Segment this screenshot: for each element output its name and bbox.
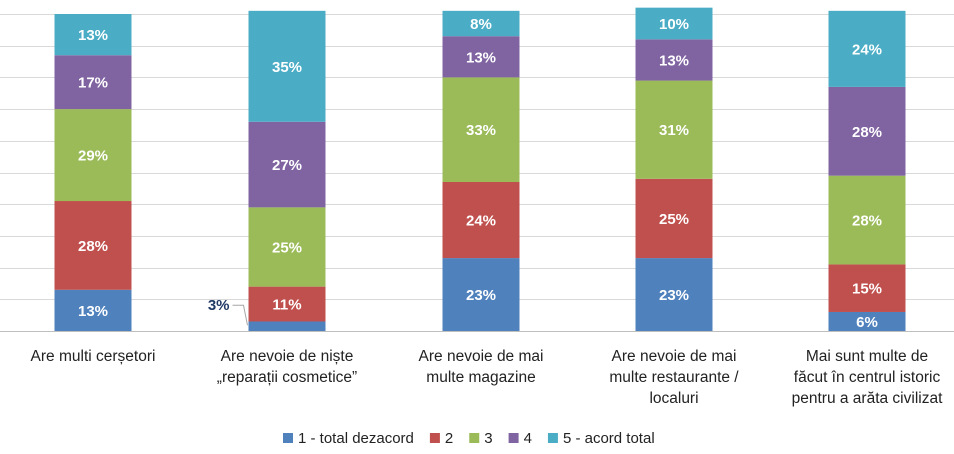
bar-segment (54, 201, 132, 290)
category-label-line: multe restaurante / (609, 369, 739, 386)
bars (54, 7, 906, 331)
bar-segment (635, 178, 713, 259)
legend: 1 - total dezacord 2 3 4 5 - acord total (283, 430, 655, 447)
category-label-line: multe magazine (426, 369, 535, 386)
legend-swatch (469, 433, 480, 443)
data-label: 25% (659, 211, 689, 228)
bar-segment (828, 86, 906, 176)
data-label: 6% (856, 314, 878, 331)
category-label-line: pentru a arăta civilizat (792, 390, 943, 407)
category-label: Are nevoie de niște „reparații cosmetice” (217, 348, 357, 386)
data-label: 31% (659, 122, 689, 139)
bar-segment (248, 207, 326, 287)
bar-segment (248, 121, 326, 208)
bar-segment (442, 10, 520, 37)
callouts: 3% (208, 297, 248, 326)
bar-segment (54, 14, 132, 56)
data-label: 28% (852, 213, 882, 230)
bar-segment (248, 286, 326, 322)
category-label-line: Are nevoie de mai (419, 348, 544, 365)
data-label: 15% (852, 281, 882, 298)
legend-item: 3 (469, 430, 493, 447)
data-label: 11% (272, 297, 301, 314)
callout-leader-line (232, 304, 248, 326)
legend-swatch (429, 433, 440, 443)
data-label: 24% (852, 41, 882, 58)
bar-segment (248, 321, 326, 331)
segment-labels: 13% 28% 29% 17% 13% 11% 25% 27% 35% 23% 24% 33% 13% 8… (78, 16, 882, 331)
category-label-line: localuri (649, 390, 698, 407)
bar-segment (828, 311, 906, 331)
data-label: 24% (466, 213, 496, 230)
legend-item: 2 (429, 430, 453, 447)
bar-segment (442, 182, 520, 259)
bar-segment (442, 36, 520, 78)
data-label: 23% (466, 287, 496, 304)
data-label: 8% (470, 16, 492, 33)
category-label-line: Mai sunt multe de (806, 348, 928, 365)
bar-segment (635, 39, 713, 81)
bar-segment (54, 289, 132, 331)
data-label: 13% (78, 27, 108, 44)
data-label: 25% (272, 239, 302, 256)
bar-segment (828, 264, 906, 312)
legend-item: 5 - acord total (547, 430, 655, 447)
data-label: 29% (78, 148, 108, 165)
category-label-line: „reparații cosmetice” (217, 369, 357, 386)
data-label: 28% (78, 238, 108, 255)
category-labels: Are multi cerșetori Are nevoie de niște „r… (31, 348, 944, 407)
legend-label: 1 - total dezacord (298, 430, 414, 447)
data-label: 23% (659, 287, 689, 304)
data-label: 13% (659, 52, 689, 69)
data-label: 28% (852, 124, 882, 141)
category-label-line: Are nevoie de mai (612, 348, 737, 365)
bar-segment (54, 109, 132, 202)
bar-segment (442, 77, 520, 183)
legend-item: 1 - total dezacord (283, 430, 414, 447)
bar-segment (54, 55, 132, 110)
data-label: 13% (78, 303, 108, 320)
bar-segment (635, 7, 713, 40)
legend-label: 4 (524, 430, 532, 447)
legend-label: 5 - acord total (563, 430, 655, 447)
legend-swatch (547, 433, 558, 443)
data-label: 13% (466, 49, 496, 66)
legend-label: 2 (445, 430, 453, 447)
bar-segment (442, 258, 520, 331)
category-label: Are nevoie de mai multe restaurante / loca… (609, 348, 739, 407)
legend-swatch (283, 433, 293, 443)
bar-segment (828, 175, 906, 265)
bar-segment (248, 10, 326, 122)
category-label-line: făcut în centrul istoric (794, 369, 941, 386)
data-label: 10% (659, 16, 689, 33)
data-label: 35% (272, 59, 302, 76)
callout-label: 3% (208, 297, 230, 314)
category-label: Are multi cerșetori (31, 348, 156, 365)
legend-swatch (508, 433, 519, 443)
bar-segment (635, 80, 713, 179)
data-label: 33% (466, 122, 496, 139)
bar-segment (635, 258, 713, 331)
legend-label: 3 (484, 430, 492, 447)
data-label: 27% (272, 157, 302, 174)
data-label: 17% (78, 75, 108, 92)
bar-segment (828, 10, 906, 87)
category-label: Mai sunt multe de făcut în centrul istori… (792, 348, 943, 407)
legend-item: 4 (508, 430, 532, 447)
category-label: Are nevoie de mai multe magazine (419, 348, 544, 386)
category-label-line: Are multi cerșetori (31, 348, 156, 365)
category-label-line: Are nevoie de niște (221, 348, 354, 365)
